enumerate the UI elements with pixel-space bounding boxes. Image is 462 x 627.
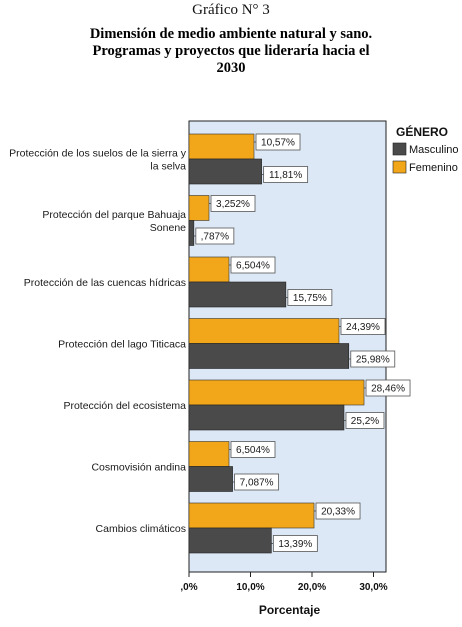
- value-label-masculino-3-box: [350, 350, 396, 368]
- bar-femenino-5: [188, 441, 230, 467]
- value-label-masculino-0-box: [263, 166, 309, 183]
- x-axis-title: Porcentaje: [259, 603, 321, 617]
- category-label-6-0: Cambios climáticos: [96, 523, 186, 535]
- value-label-masculino-2: 15,75%: [293, 293, 327, 304]
- category-labels-group: Protección de los suelos de la sierra yl…: [9, 148, 187, 536]
- value-label-femenino-2: 6,504%: [236, 261, 270, 272]
- category-label-3-0: Protección del lago Titicaca: [58, 339, 186, 351]
- chart-title-line-1: Dimensión de medio ambiente natural y sa…: [89, 26, 373, 42]
- bar-masculino-5: [188, 466, 233, 492]
- bar-masculino-6: [188, 527, 272, 554]
- bar-masculino-1: [188, 220, 195, 246]
- chart-title: Dimensión de medio ambiente natural y sa…: [60, 26, 402, 77]
- bar-masculino-4: [188, 404, 345, 431]
- value-label-femenino-3: 24,39%: [346, 322, 380, 333]
- x-tick-label-0: ,0%: [180, 582, 197, 593]
- value-label-masculino-6: 13,39%: [278, 539, 312, 550]
- legend: GÉNERO Masculino Femenino: [392, 124, 459, 174]
- category-label-1-1: Sonene: [150, 222, 186, 234]
- value-label-masculino-3: 25,98%: [356, 355, 390, 366]
- x-tick-label-3: 30,0%: [359, 582, 387, 593]
- value-label-masculino-6-box: [272, 535, 318, 552]
- value-label-femenino-4-box: [365, 379, 411, 397]
- value-label-femenino-3-box: [340, 318, 386, 335]
- value-label-femenino-5: 6,504%: [236, 445, 270, 456]
- x-tick-label-1: 10,0%: [236, 582, 264, 593]
- category-label-1-0: Protección del parque Bahuaja: [42, 209, 186, 221]
- category-label-0-1: la selva: [150, 161, 186, 173]
- value-label-femenino-0-box: [255, 133, 301, 151]
- value-label-femenino-1-box: [210, 195, 256, 212]
- value-label-femenino-5-box: [230, 441, 276, 458]
- value-label-masculino-2-box: [287, 289, 333, 306]
- x-axis: ,0% 10,0% 20,0% 30,0%: [180, 572, 388, 593]
- category-label-4-0: Protección del ecosistema: [63, 400, 186, 412]
- legend-title: GÉNERO: [396, 124, 448, 139]
- value-label-masculino-1: ,787%: [201, 232, 229, 243]
- bar-femenino-6: [188, 502, 315, 529]
- value-label-masculino-4: 25,2%: [351, 416, 379, 427]
- bars-group: [188, 133, 365, 554]
- value-label-masculino-4-box: [345, 412, 385, 429]
- value-label-masculino-5: 7,087%: [240, 478, 274, 489]
- bar-femenino-1: [188, 195, 210, 221]
- bar-masculino-3: [188, 343, 350, 369]
- category-label-2-0: Protección de las cuencas hídricas: [24, 277, 186, 289]
- figure-number: Gráfico N° 3: [192, 2, 270, 18]
- legend-label-femenino: Femenino: [409, 162, 458, 174]
- legend-swatch-masculino: [392, 142, 407, 156]
- value-label-femenino-6-box: [315, 502, 361, 520]
- bar-femenino-0: [188, 133, 255, 160]
- value-label-femenino-4: 28,46%: [371, 384, 405, 395]
- chart-title-line-3: 2030: [216, 60, 246, 76]
- value-label-femenino-0: 10,57%: [261, 138, 295, 149]
- legend-swatch-femenino: [392, 160, 407, 174]
- value-label-femenino-6: 20,33%: [321, 507, 355, 518]
- value-label-masculino-5-box: [234, 473, 279, 491]
- x-tick-label-2: 20,0%: [298, 582, 326, 593]
- value-label-masculino-0: 11,81%: [269, 170, 302, 181]
- bar-femenino-4: [188, 379, 365, 406]
- chart-title-line-2: Programas y proyectos que liderarίa haci…: [92, 43, 370, 59]
- bar-masculino-0: [188, 158, 262, 185]
- category-label-0-0: Protección de los suelos de la sierra y: [9, 148, 187, 160]
- value-label-femenino-2-box: [230, 256, 276, 274]
- value-label-masculino-1-box: [195, 227, 235, 245]
- bar-masculino-2: [188, 281, 287, 308]
- category-label-5-0: Cosmovisión andina: [91, 462, 186, 474]
- legend-label-masculino: Masculino: [409, 144, 459, 156]
- bar-femenino-3: [188, 318, 340, 344]
- value-labels-group: 10,57% 11,81% 3,252% ,787% 6,504% 15,75% 24,39…: [193, 133, 411, 552]
- bar-femenino-2: [188, 256, 230, 283]
- value-label-femenino-1: 3,252%: [216, 199, 250, 210]
